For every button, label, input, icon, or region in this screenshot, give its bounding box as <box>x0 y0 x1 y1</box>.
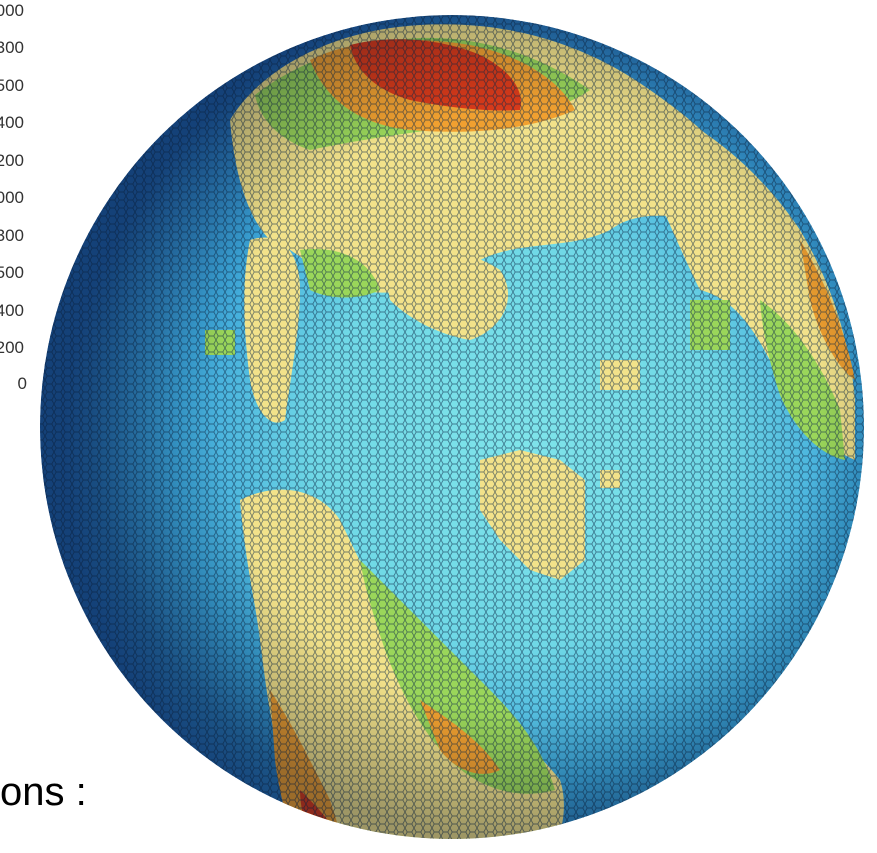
colorbar-tick: 500 <box>0 76 24 95</box>
colorbar-tick: 0 <box>17 374 27 393</box>
colorbar-tick: 300 <box>0 226 24 245</box>
colorbar-tick: 200 <box>0 338 24 357</box>
colorbar-tick: 400 <box>0 301 24 320</box>
slide-text-line: ons : <box>0 770 87 814</box>
colorbar-tick: 200 <box>0 151 24 170</box>
colorbar-tick: 000 <box>0 188 24 207</box>
colorbar-tick: 300 <box>0 38 24 57</box>
colorbar-tick: 500 <box>0 263 24 282</box>
globe-shading <box>40 15 864 839</box>
colorbar-tick: 000 <box>0 1 24 20</box>
colorbar-tick-labels: 000 300 500 400 200 000 300 500 400 200 … <box>0 0 40 400</box>
colorbar-tick: 400 <box>0 113 24 132</box>
